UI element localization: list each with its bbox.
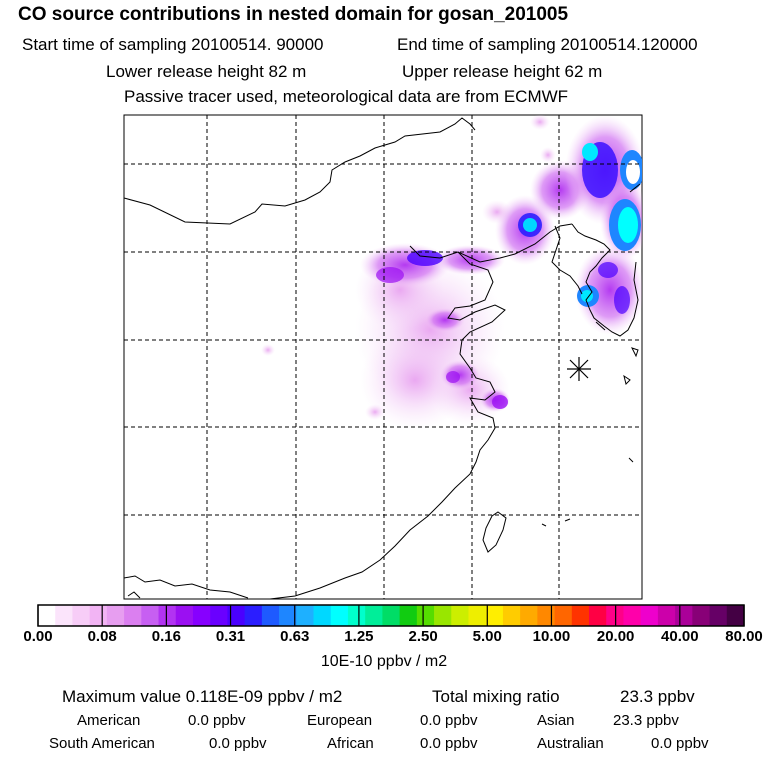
colorbar-tick-label: 0.16 (151, 628, 181, 645)
colorbar-tick-label: 80.00 (725, 628, 763, 645)
region-value: 23.3 ppbv (613, 712, 679, 729)
region-value: 0.0 ppbv (420, 712, 478, 729)
region-name: South American (49, 735, 155, 752)
colorbar-cell (72, 605, 91, 626)
concentration-field (124, 115, 642, 599)
max-value-label: Maximum value 0.118E-09 ppbv / m2 (62, 687, 343, 706)
colorbar-cell (434, 605, 452, 626)
grid-lines (124, 115, 642, 599)
colorbar-tick-label: 0.00 (23, 628, 53, 645)
map-plot (123, 114, 643, 600)
colorbar-cell (296, 605, 315, 626)
colorbar-cell (640, 605, 659, 626)
region-value: 0.0 ppbv (188, 712, 246, 729)
colorbar-cell (347, 605, 366, 626)
colorbar-cell (692, 605, 711, 626)
region-name: Asian (537, 712, 575, 729)
upper-height-label: Upper release height 62 m (402, 62, 603, 81)
colorbar-cell (554, 605, 573, 626)
colorbar-cell (106, 605, 125, 626)
colorbar-cell (709, 605, 728, 626)
colorbar-cell (279, 605, 297, 626)
colorbar-tick-label: 1.25 (344, 628, 374, 645)
colorbar-cell (382, 605, 401, 626)
colorbar-cell (89, 605, 108, 626)
region-value: 0.0 ppbv (420, 735, 478, 752)
region-value: 0.0 ppbv (651, 735, 709, 752)
colorbar-cell (124, 605, 142, 626)
colorbar-cell (451, 605, 470, 626)
colorbar-tick-label: 20.00 (596, 628, 635, 645)
tracer-note: Passive tracer used, meteorological data… (124, 87, 569, 106)
colorbar-cell (520, 605, 538, 626)
colorbar-tick-label: 10.00 (532, 628, 571, 645)
region-name: African (327, 735, 374, 752)
colorbar-cell (365, 605, 383, 626)
colorbar-cell (175, 605, 194, 626)
end-time-label: End time of sampling 20100514.120000 (397, 35, 698, 54)
colorbar-cell (55, 605, 74, 626)
colorbar-cell (571, 605, 590, 626)
region-name: Australian (537, 735, 604, 752)
colorbar-cell (399, 605, 418, 626)
colorbar-tick-label: 2.50 (408, 628, 438, 645)
colorbar-cell (589, 605, 607, 626)
colorbar-cell (158, 605, 177, 626)
colorbar (37, 604, 745, 627)
colorbar-cell (313, 605, 332, 626)
colorbar-cell (244, 605, 263, 626)
start-time-label: Start time of sampling 20100514. 90000 (22, 35, 324, 54)
colorbar-cell (416, 605, 435, 626)
colorbar-cell (38, 605, 56, 626)
colorbar-units: 10E-10 ppbv / m2 (320, 653, 448, 670)
colorbar-cell (210, 605, 229, 626)
colorbar-cell (726, 605, 745, 626)
total-mixing-label: Total mixing ratio (432, 687, 560, 706)
colorbar-tick-label: 0.63 (280, 628, 310, 645)
colorbar-cell (485, 605, 504, 626)
colorbar-cell (537, 605, 556, 626)
colorbar-tick-label: 0.31 (215, 628, 246, 645)
colorbar-cell (468, 605, 487, 626)
colorbar-cell (141, 605, 160, 626)
colorbar-cell (330, 605, 349, 626)
colorbar-cell (261, 605, 280, 626)
colorbar-cell (675, 605, 693, 626)
colorbar-cell (657, 605, 676, 626)
colorbar-tick-label: 5.00 (472, 628, 502, 645)
colorbar-cell (502, 605, 521, 626)
coastlines (124, 117, 641, 599)
colorbar-cell (623, 605, 642, 626)
colorbar-cell (192, 605, 211, 626)
total-mixing-value: 23.3 ppbv (620, 687, 695, 706)
lower-height-label: Lower release height 82 m (106, 62, 307, 81)
chart-title: CO source contributions in nested domain… (18, 4, 569, 25)
colorbar-cell (227, 605, 246, 626)
region-name: European (307, 712, 373, 729)
colorbar-tick-label: 0.08 (87, 628, 117, 645)
region-name: American (77, 712, 141, 729)
colorbar-tick-label: 40.00 (661, 628, 699, 645)
receptor-marker-icon (567, 357, 591, 381)
region-value: 0.0 ppbv (209, 735, 267, 752)
